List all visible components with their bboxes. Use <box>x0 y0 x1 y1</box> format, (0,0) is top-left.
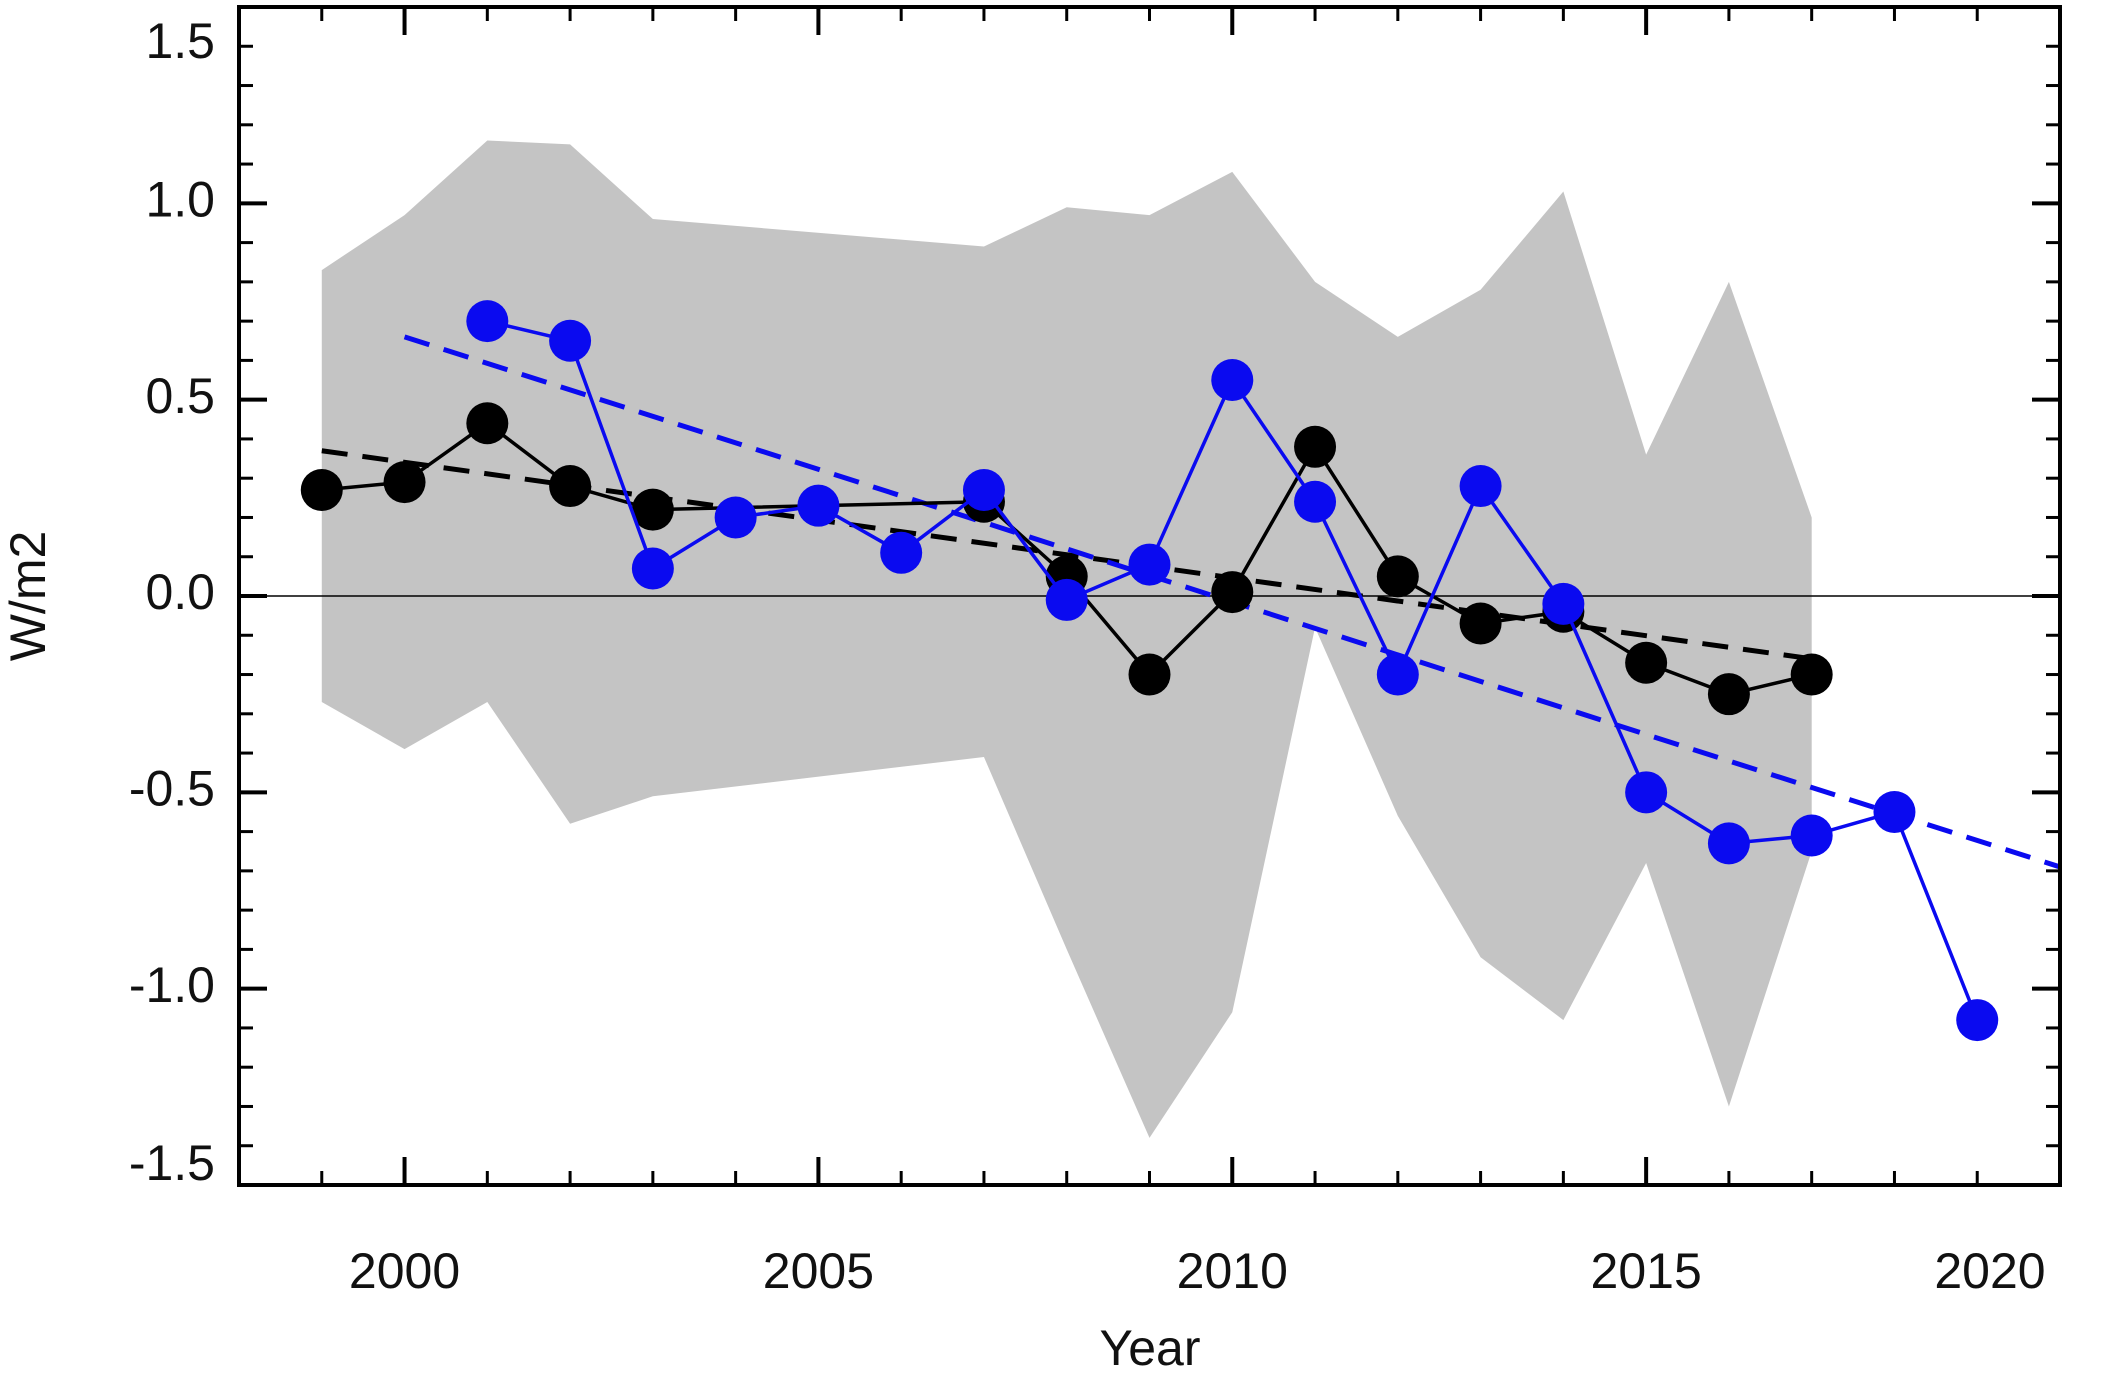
marker <box>549 465 592 508</box>
marker <box>631 488 674 531</box>
y-tick-label: -1.5 <box>129 1135 215 1191</box>
marker <box>300 468 343 511</box>
y-tick-label: 1.0 <box>145 172 215 228</box>
marker <box>1211 359 1254 402</box>
marker <box>1790 814 1833 857</box>
x-tick-label: 2010 <box>1177 1243 1288 1299</box>
marker <box>466 300 509 343</box>
x-axis-label: Year <box>1099 1320 1200 1376</box>
y-axis-label: W/m2 <box>0 531 56 662</box>
x-tick-label: 2020 <box>1934 1243 2045 1299</box>
range-band <box>321 140 1812 1138</box>
marker <box>880 531 923 574</box>
marker <box>1542 582 1585 625</box>
marker <box>383 461 426 504</box>
marker <box>1707 673 1750 716</box>
marker <box>1128 653 1171 696</box>
marker <box>714 496 757 539</box>
y-tick-label: -1.0 <box>129 957 215 1013</box>
marker <box>962 468 1005 511</box>
marker <box>1376 653 1419 696</box>
y-tick-label: 0.0 <box>145 564 215 620</box>
marker <box>1790 653 1833 696</box>
marker <box>1707 822 1750 865</box>
marker <box>1294 425 1337 468</box>
marker <box>549 319 592 362</box>
marker <box>1045 578 1088 621</box>
marker <box>466 402 509 445</box>
series-line <box>321 421 1813 696</box>
marker <box>631 547 674 590</box>
marker <box>1873 790 1916 833</box>
x-tick-label: 2015 <box>1591 1243 1702 1299</box>
marker <box>1625 641 1668 684</box>
marker <box>1294 480 1337 523</box>
marker <box>1625 771 1668 814</box>
x-tick-label: 2005 <box>763 1243 874 1299</box>
marker <box>1128 543 1171 586</box>
marker <box>1211 571 1254 614</box>
marker <box>797 484 840 527</box>
marker <box>1459 465 1502 508</box>
y-tick-label: 0.5 <box>145 368 215 424</box>
marker <box>1956 999 1999 1042</box>
marker <box>1376 555 1419 598</box>
y-tick-label: -0.5 <box>129 761 215 817</box>
y-tick-label: 1.5 <box>145 13 215 69</box>
marker <box>1459 602 1502 645</box>
x-tick-label: 2000 <box>349 1243 460 1299</box>
